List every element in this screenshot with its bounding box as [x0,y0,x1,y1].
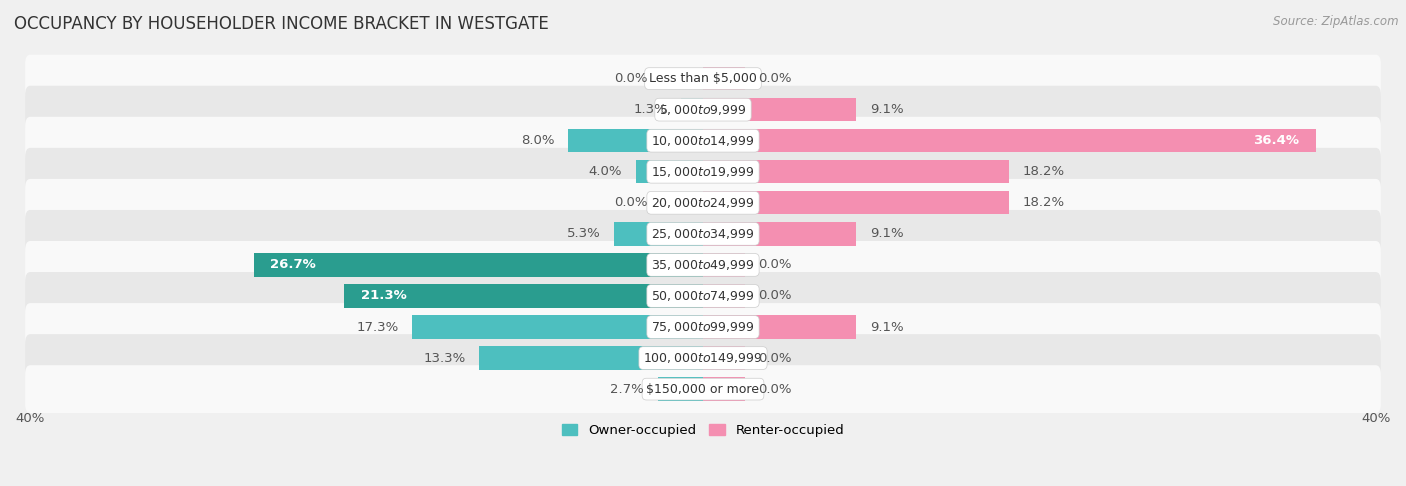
Text: 18.2%: 18.2% [1022,165,1064,178]
Text: 21.3%: 21.3% [361,290,408,302]
Text: $10,000 to $14,999: $10,000 to $14,999 [651,134,755,148]
Text: 0.0%: 0.0% [759,351,792,364]
Text: $5,000 to $9,999: $5,000 to $9,999 [659,103,747,117]
Text: 0.0%: 0.0% [759,290,792,302]
Bar [636,160,703,183]
Text: 2.7%: 2.7% [610,382,644,396]
Text: 5.3%: 5.3% [567,227,600,241]
Text: 26.7%: 26.7% [270,259,316,271]
Text: $35,000 to $49,999: $35,000 to $49,999 [651,258,755,272]
Text: 13.3%: 13.3% [423,351,465,364]
Bar [703,315,856,339]
Legend: Owner-occupied, Renter-occupied: Owner-occupied, Renter-occupied [557,419,849,442]
Text: $25,000 to $34,999: $25,000 to $34,999 [651,227,755,241]
Bar [703,98,856,122]
Text: 8.0%: 8.0% [522,134,555,147]
Text: 0.0%: 0.0% [614,72,647,85]
Text: 0.0%: 0.0% [614,196,647,209]
Text: $75,000 to $99,999: $75,000 to $99,999 [651,320,755,334]
FancyBboxPatch shape [25,241,1381,289]
Text: 9.1%: 9.1% [870,227,903,241]
FancyBboxPatch shape [25,55,1381,103]
Text: 18.2%: 18.2% [1022,196,1064,209]
Text: 0.0%: 0.0% [759,382,792,396]
Bar [703,160,1010,183]
Text: 36.4%: 36.4% [1253,134,1299,147]
Bar [703,67,745,90]
Bar [703,222,856,245]
Bar [658,378,703,401]
FancyBboxPatch shape [25,117,1381,165]
Text: $20,000 to $24,999: $20,000 to $24,999 [651,196,755,210]
Bar [479,347,703,370]
Text: $15,000 to $19,999: $15,000 to $19,999 [651,165,755,179]
Text: 9.1%: 9.1% [870,103,903,116]
Text: Source: ZipAtlas.com: Source: ZipAtlas.com [1274,15,1399,28]
FancyBboxPatch shape [25,148,1381,196]
Text: 1.3%: 1.3% [634,103,668,116]
FancyBboxPatch shape [25,365,1381,413]
Bar [253,253,703,277]
Bar [344,284,703,308]
Text: 0.0%: 0.0% [759,259,792,271]
Bar [703,253,745,277]
FancyBboxPatch shape [25,303,1381,351]
FancyBboxPatch shape [25,210,1381,258]
Text: $150,000 or more: $150,000 or more [647,382,759,396]
FancyBboxPatch shape [25,179,1381,226]
FancyBboxPatch shape [25,272,1381,320]
Bar [614,222,703,245]
Bar [703,284,745,308]
Bar [681,98,703,122]
Text: 0.0%: 0.0% [759,72,792,85]
Bar [568,129,703,152]
Bar [703,347,745,370]
FancyBboxPatch shape [25,334,1381,382]
Text: $100,000 to $149,999: $100,000 to $149,999 [644,351,762,365]
Text: 4.0%: 4.0% [589,165,623,178]
Text: 17.3%: 17.3% [356,320,398,333]
Text: OCCUPANCY BY HOUSEHOLDER INCOME BRACKET IN WESTGATE: OCCUPANCY BY HOUSEHOLDER INCOME BRACKET … [14,15,548,33]
Text: 9.1%: 9.1% [870,320,903,333]
Bar [703,129,1316,152]
FancyBboxPatch shape [25,86,1381,134]
Text: Less than $5,000: Less than $5,000 [650,72,756,85]
Bar [703,378,745,401]
Text: $50,000 to $74,999: $50,000 to $74,999 [651,289,755,303]
Bar [412,315,703,339]
Bar [703,191,1010,214]
